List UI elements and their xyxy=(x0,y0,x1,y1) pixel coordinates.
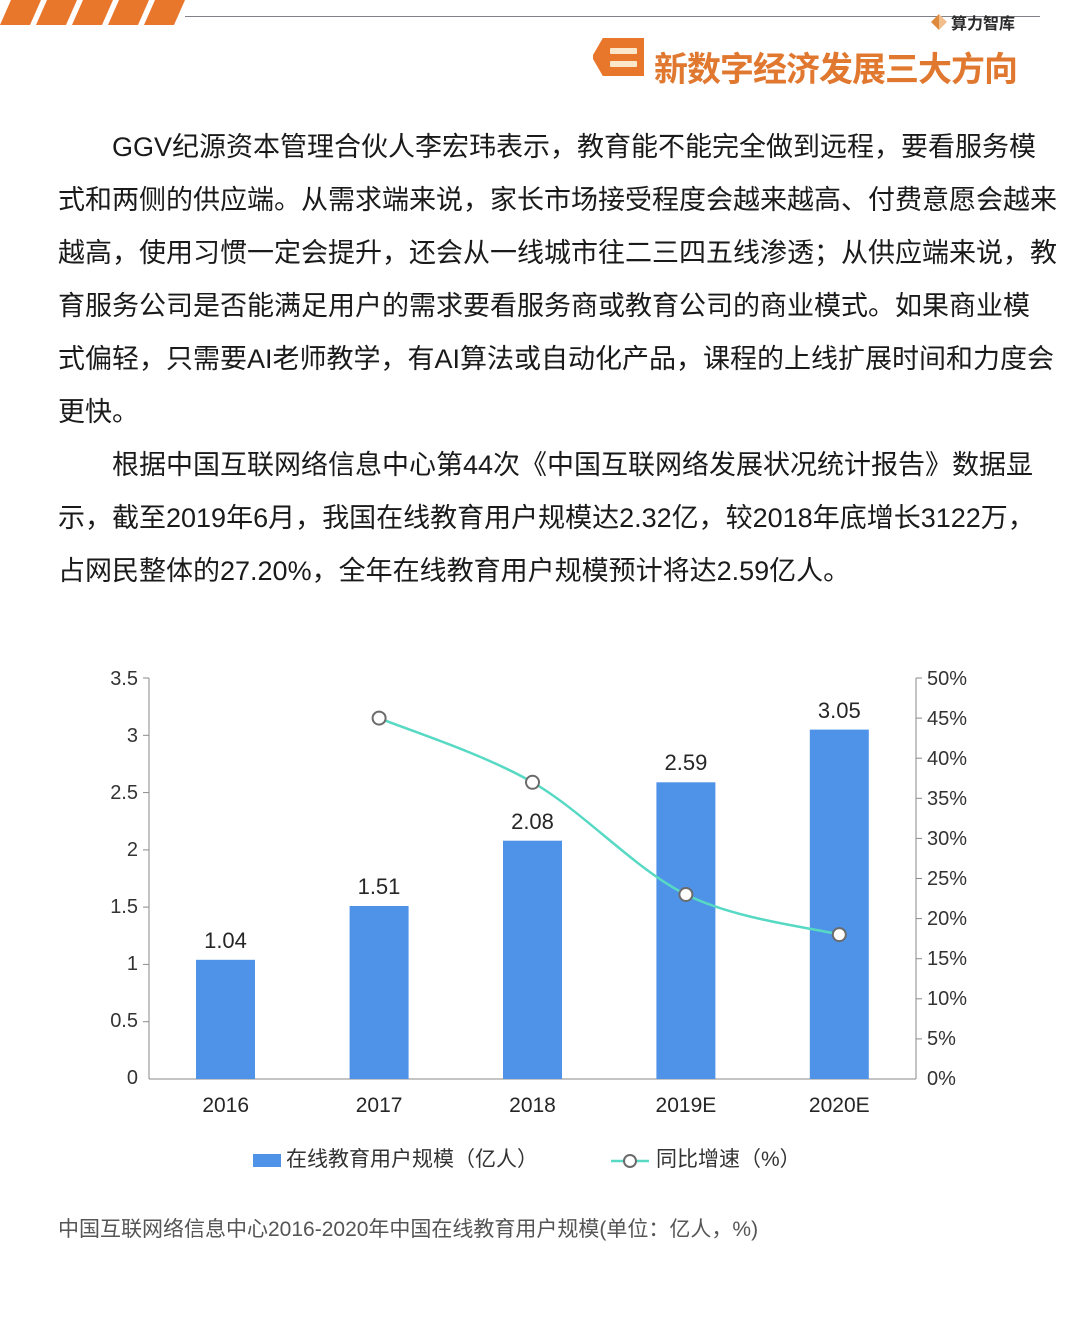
svg-text:2.08: 2.08 xyxy=(511,809,554,834)
svg-text:2018: 2018 xyxy=(509,1094,556,1117)
svg-text:35%: 35% xyxy=(927,788,967,810)
svg-text:3.5: 3.5 xyxy=(110,668,138,690)
svg-text:3.05: 3.05 xyxy=(818,698,861,723)
svg-text:2016: 2016 xyxy=(202,1094,249,1117)
svg-text:1: 1 xyxy=(127,953,138,975)
svg-text:1.51: 1.51 xyxy=(358,874,401,899)
svg-text:50%: 50% xyxy=(927,668,967,690)
svg-text:0.5: 0.5 xyxy=(110,1010,138,1032)
svg-text:3: 3 xyxy=(127,725,138,747)
svg-text:在线教育用户规模（亿人）: 在线教育用户规模（亿人） xyxy=(286,1148,538,1171)
svg-text:25%: 25% xyxy=(927,868,967,890)
svg-text:2: 2 xyxy=(127,839,138,861)
svg-text:0%: 0% xyxy=(927,1068,956,1090)
svg-text:20%: 20% xyxy=(927,908,967,930)
svg-text:45%: 45% xyxy=(927,708,967,730)
svg-text:2019E: 2019E xyxy=(656,1094,717,1117)
svg-text:2.59: 2.59 xyxy=(664,750,707,775)
svg-text:2.5: 2.5 xyxy=(110,782,138,804)
svg-text:30%: 30% xyxy=(927,828,967,850)
svg-text:1.04: 1.04 xyxy=(204,928,247,953)
svg-text:2017: 2017 xyxy=(356,1094,403,1117)
svg-text:0: 0 xyxy=(127,1067,138,1089)
svg-text:1.5: 1.5 xyxy=(110,896,138,918)
svg-text:5%: 5% xyxy=(927,1028,956,1050)
svg-text:同比增速（%）: 同比增速（%） xyxy=(656,1148,801,1171)
svg-text:10%: 10% xyxy=(927,988,967,1010)
svg-text:15%: 15% xyxy=(927,948,967,970)
svg-text:40%: 40% xyxy=(927,748,967,770)
svg-text:2020E: 2020E xyxy=(809,1094,870,1117)
